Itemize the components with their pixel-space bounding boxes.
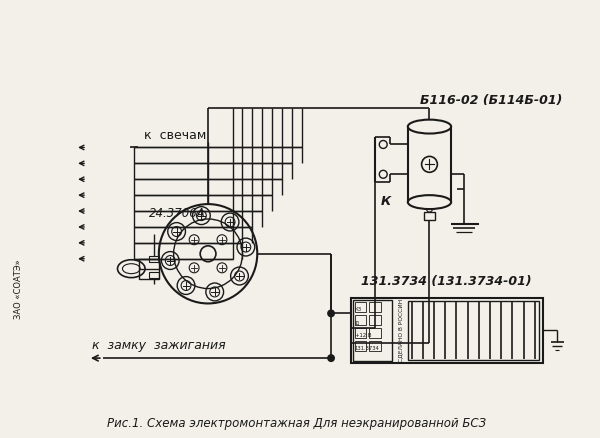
Bar xyxy=(370,342,381,351)
Circle shape xyxy=(327,354,335,362)
Text: к  свечам: к свечам xyxy=(144,128,206,141)
Text: 131.3734: 131.3734 xyxy=(355,345,380,350)
Bar xyxy=(370,328,381,339)
Bar xyxy=(370,303,381,313)
Bar xyxy=(351,299,542,363)
Bar xyxy=(408,302,539,360)
Text: К: К xyxy=(380,194,391,208)
Ellipse shape xyxy=(408,120,451,134)
Text: +12 В: +12 В xyxy=(355,332,371,337)
Bar xyxy=(424,212,436,220)
Text: 131.3734 (131.3734-01): 131.3734 (131.3734-01) xyxy=(361,274,531,287)
Bar xyxy=(355,328,367,339)
Bar xyxy=(355,316,367,325)
Text: ЗАО «СОАТЭ»: ЗАО «СОАТЭ» xyxy=(14,259,23,319)
Text: Д: Д xyxy=(355,319,359,324)
Text: Б116-02 (Б114Б-01): Б116-02 (Б114Б-01) xyxy=(419,94,562,106)
Bar xyxy=(355,303,367,313)
Text: СДЕЛАНО В РОССИН: СДЕЛАНО В РОССИН xyxy=(398,298,403,361)
Text: к  замку  зажигания: к замку зажигания xyxy=(92,339,226,351)
Bar xyxy=(355,342,367,351)
Circle shape xyxy=(327,310,335,318)
Bar xyxy=(149,272,159,278)
Bar xyxy=(149,256,159,262)
Text: 24.3706А: 24.3706А xyxy=(149,207,206,219)
Text: Рис.1. Схема электромонтажная Для неэкранированной БСЗ: Рис.1. Схема электромонтажная Для неэкра… xyxy=(107,416,486,429)
Bar xyxy=(370,316,381,325)
Text: КЗ: КЗ xyxy=(355,306,362,311)
Bar xyxy=(353,301,392,361)
Ellipse shape xyxy=(408,196,451,209)
Bar xyxy=(408,127,451,203)
Bar xyxy=(139,259,159,279)
